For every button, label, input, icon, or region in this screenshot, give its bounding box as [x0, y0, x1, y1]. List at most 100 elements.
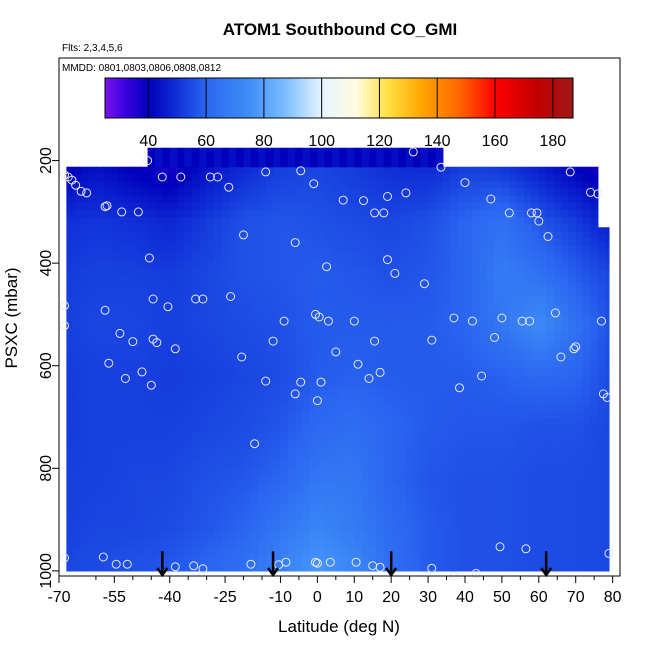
field-cell [583, 353, 592, 362]
field-cell [228, 489, 237, 498]
field-cell [398, 339, 407, 347]
field-cell [118, 475, 127, 484]
field-cell [250, 367, 259, 376]
field-cell [332, 374, 341, 383]
field-cell [132, 238, 141, 247]
field-cell [590, 317, 599, 326]
field-cell [442, 374, 451, 383]
field-cell [236, 181, 245, 189]
field-cell [206, 339, 215, 347]
observation-point [602, 393, 612, 402]
field-cell [442, 382, 451, 390]
field-cell [88, 410, 97, 419]
field-cell [516, 525, 525, 534]
observation-point [375, 367, 385, 377]
field-cell [369, 540, 378, 548]
colorbar-segment [561, 78, 564, 118]
field-cell [413, 568, 422, 572]
field-cell [531, 403, 540, 412]
field-cell [88, 475, 97, 484]
field-cell [428, 518, 437, 527]
field-cell [95, 568, 104, 572]
field-cell [110, 374, 119, 383]
field-cell [442, 389, 451, 398]
field-cell [147, 274, 156, 283]
field-cell [538, 303, 547, 311]
field-cell [516, 245, 525, 254]
field-cell [472, 410, 481, 419]
observation-point [390, 268, 400, 278]
field-cell [391, 303, 400, 311]
field-cell [147, 166, 156, 175]
field-cell [214, 324, 222, 333]
colorbar-segment [383, 78, 386, 118]
field-cell [568, 561, 577, 570]
field-cell [524, 497, 533, 505]
field-cell [553, 468, 562, 477]
field-cell [140, 511, 149, 520]
field-cell [191, 374, 200, 383]
field-cell [479, 324, 488, 333]
field-cell [236, 425, 245, 433]
field-cell [516, 403, 525, 412]
field-cell [302, 252, 311, 261]
field-cell [81, 238, 90, 247]
field-cell [250, 209, 259, 218]
field-cell [103, 339, 112, 347]
field-cell [147, 425, 156, 433]
field-cell [177, 209, 186, 218]
field-cell [420, 202, 429, 211]
field-cell [273, 446, 282, 455]
field-cell [324, 461, 333, 469]
field-cell [243, 532, 252, 541]
field-cell [398, 504, 407, 512]
field-cell [147, 403, 156, 412]
field-cell [369, 482, 378, 491]
field-cell [265, 525, 274, 534]
field-cell [118, 303, 127, 311]
field-cell [428, 324, 437, 333]
field-cell [472, 188, 481, 197]
field-cell [376, 224, 385, 232]
field-cell [169, 353, 178, 362]
field-cell [250, 360, 259, 369]
field-cell [538, 446, 547, 455]
field-cell [258, 339, 267, 347]
field-cell [147, 324, 156, 333]
field-cell [324, 224, 333, 232]
field-cell [250, 554, 259, 563]
field-cell [287, 461, 296, 469]
field-cell [258, 288, 267, 297]
field-cell [450, 173, 459, 182]
field-cell [332, 504, 341, 512]
field-cell [169, 396, 178, 405]
field-cell [206, 518, 215, 527]
field-cell [538, 439, 547, 448]
colorbar-segment [335, 78, 338, 118]
field-cell [590, 482, 599, 491]
field-cell [287, 166, 296, 175]
field-cell [354, 374, 363, 383]
field-cell [169, 317, 178, 326]
observation-point [137, 367, 147, 377]
field-cell [575, 374, 584, 383]
field-cell [154, 346, 163, 355]
field-cell [177, 518, 186, 527]
field-cell [258, 554, 267, 563]
field-cell [568, 403, 577, 412]
field-cell [236, 288, 245, 297]
field-cell [369, 245, 378, 254]
colorbar-segment [447, 78, 450, 118]
field-cell [228, 310, 237, 319]
field-cell [479, 468, 488, 477]
field-cell [95, 324, 104, 333]
field-cell [81, 209, 90, 218]
field-cell [332, 367, 341, 376]
colorbar-segment [377, 78, 380, 118]
field-cell [516, 432, 525, 441]
field-cell [450, 403, 459, 412]
field-cell [575, 403, 584, 412]
field-cell [405, 173, 414, 182]
field-cell [597, 471, 606, 480]
field-cell [442, 281, 451, 290]
